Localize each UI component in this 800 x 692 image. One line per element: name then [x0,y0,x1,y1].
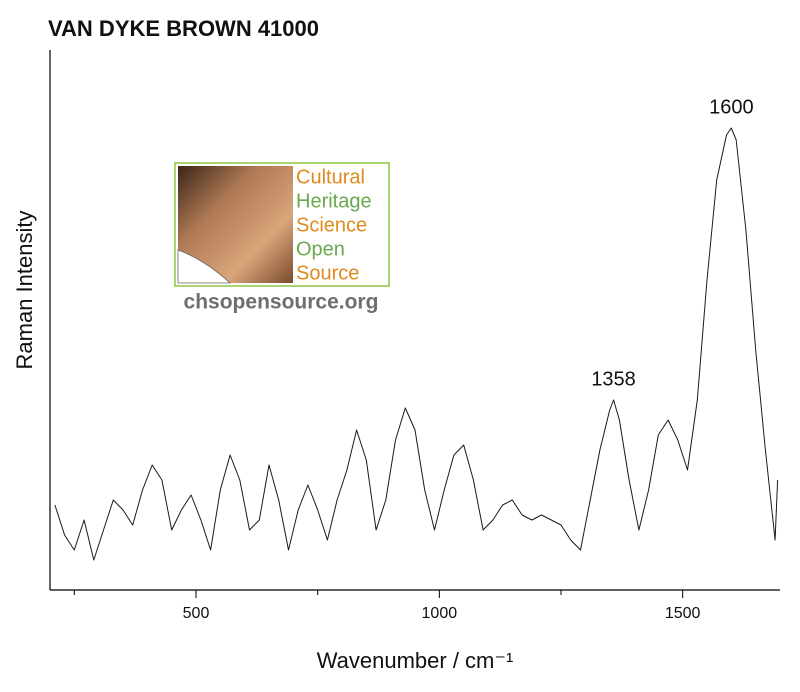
spectrum-line [54,127,779,561]
y-axis-label: Raman Intensity [12,211,37,370]
logo-line: Cultural [296,166,365,188]
peak-label: 1600 [709,96,754,118]
peak-label: 1358 [591,368,636,390]
x-tick-label: 500 [183,605,210,622]
logo-line: Science [296,214,367,236]
x-tick-label: 1500 [665,605,701,622]
x-tick-label: 1000 [422,605,458,622]
chart-title: VAN DYKE BROWN 41000 [48,16,319,41]
logo-line: Source [296,262,359,284]
logo-line: Open [296,238,345,260]
logo-page [177,249,232,284]
x-axis-label: Wavenumber / cm⁻¹ [317,648,514,673]
logo-url: chsopensource.org [184,291,379,314]
logo-line: Heritage [296,190,372,212]
logo-image [178,166,293,283]
